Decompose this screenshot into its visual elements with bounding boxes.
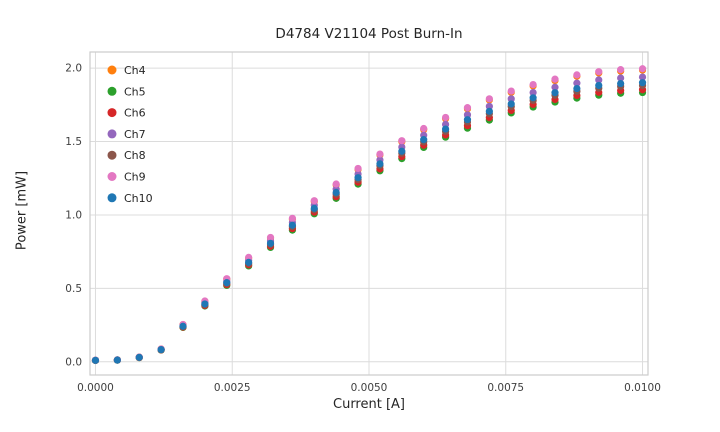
x-tick-label: 0.0000 bbox=[77, 382, 114, 394]
data-point bbox=[223, 279, 231, 287]
data-point bbox=[266, 239, 275, 247]
legend-label: Ch6 bbox=[124, 107, 146, 120]
series-ch10 bbox=[91, 79, 647, 364]
x-tick-label: 0.0100 bbox=[624, 382, 661, 394]
data-point bbox=[595, 76, 603, 84]
data-point bbox=[529, 94, 537, 102]
y-tick-label: 0.0 bbox=[65, 356, 82, 368]
legend-marker-icon bbox=[107, 129, 117, 139]
legend: Ch4 Ch5 Ch6 Ch7 Ch8 Ch9 Ch10 bbox=[107, 64, 153, 205]
data-point bbox=[179, 322, 187, 330]
legend-label: Ch8 bbox=[124, 149, 146, 162]
series-ch9 bbox=[91, 65, 647, 364]
data-point bbox=[266, 233, 275, 242]
chart-title: D4784 V21104 Post Burn-In bbox=[275, 26, 463, 42]
data-point bbox=[288, 221, 297, 229]
data-point bbox=[485, 95, 493, 103]
y-axis-label: Power [mW] bbox=[14, 170, 30, 251]
data-point bbox=[485, 107, 493, 115]
legend-label: Ch4 bbox=[124, 64, 146, 77]
data-point bbox=[245, 258, 253, 266]
data-point bbox=[332, 180, 340, 188]
data-point bbox=[420, 124, 428, 133]
data-point bbox=[551, 89, 559, 97]
legend-marker-icon bbox=[107, 108, 117, 118]
data-point bbox=[595, 68, 603, 76]
data-point bbox=[638, 73, 647, 81]
data-point bbox=[376, 160, 384, 168]
data-point bbox=[617, 79, 625, 88]
data-point bbox=[529, 88, 537, 97]
data-point bbox=[332, 188, 340, 197]
y-tick-label: 1.0 bbox=[65, 209, 82, 221]
data-point bbox=[463, 116, 472, 124]
data-point bbox=[573, 71, 581, 79]
data-point bbox=[441, 125, 450, 133]
data-point bbox=[573, 84, 581, 93]
data-point bbox=[595, 81, 603, 90]
y-tick-label: 1.5 bbox=[65, 136, 82, 148]
legend-marker-icon bbox=[107, 193, 117, 203]
data-point bbox=[398, 147, 406, 155]
legend-marker-icon bbox=[107, 86, 117, 96]
data-point bbox=[376, 150, 384, 158]
data-point bbox=[485, 102, 493, 110]
data-point bbox=[310, 197, 318, 205]
legend-label: Ch7 bbox=[124, 128, 146, 141]
data-point bbox=[398, 137, 406, 145]
y-tick-label: 2.0 bbox=[65, 63, 82, 75]
data-point bbox=[573, 79, 581, 87]
data-point bbox=[354, 174, 362, 182]
data-point bbox=[617, 66, 625, 74]
legend-label: Ch10 bbox=[124, 192, 153, 205]
data-point bbox=[354, 164, 362, 173]
data-point bbox=[551, 75, 559, 83]
data-point bbox=[288, 214, 297, 222]
data-point bbox=[135, 353, 143, 361]
data-point bbox=[463, 104, 472, 112]
data-point bbox=[157, 346, 165, 354]
y-tick-label: 0.5 bbox=[65, 283, 82, 295]
data-point bbox=[529, 80, 537, 89]
data-point bbox=[113, 356, 121, 364]
x-tick-label: 0.0025 bbox=[214, 382, 251, 394]
data-point bbox=[245, 253, 253, 261]
data-point bbox=[507, 100, 515, 108]
data-point bbox=[91, 356, 100, 364]
x-tick-label: 0.0075 bbox=[487, 382, 524, 394]
data-point bbox=[310, 204, 318, 212]
plot-border bbox=[89, 51, 649, 376]
data-point bbox=[617, 74, 625, 82]
x-tick-label: 0.0050 bbox=[351, 382, 388, 394]
data-point bbox=[441, 113, 450, 122]
data-point bbox=[507, 95, 515, 103]
legend-marker-icon bbox=[107, 65, 117, 75]
x-axis-label: Current [A] bbox=[333, 397, 405, 412]
data-point bbox=[551, 83, 559, 91]
data-point bbox=[201, 300, 209, 308]
legend-marker-icon bbox=[107, 150, 117, 160]
data-point bbox=[420, 136, 428, 144]
data-point bbox=[638, 79, 647, 87]
legend-marker-icon bbox=[107, 172, 117, 181]
legend-label: Ch5 bbox=[124, 85, 146, 98]
data-point bbox=[638, 65, 647, 73]
data-point bbox=[507, 87, 515, 95]
legend-label: Ch9 bbox=[124, 171, 146, 184]
